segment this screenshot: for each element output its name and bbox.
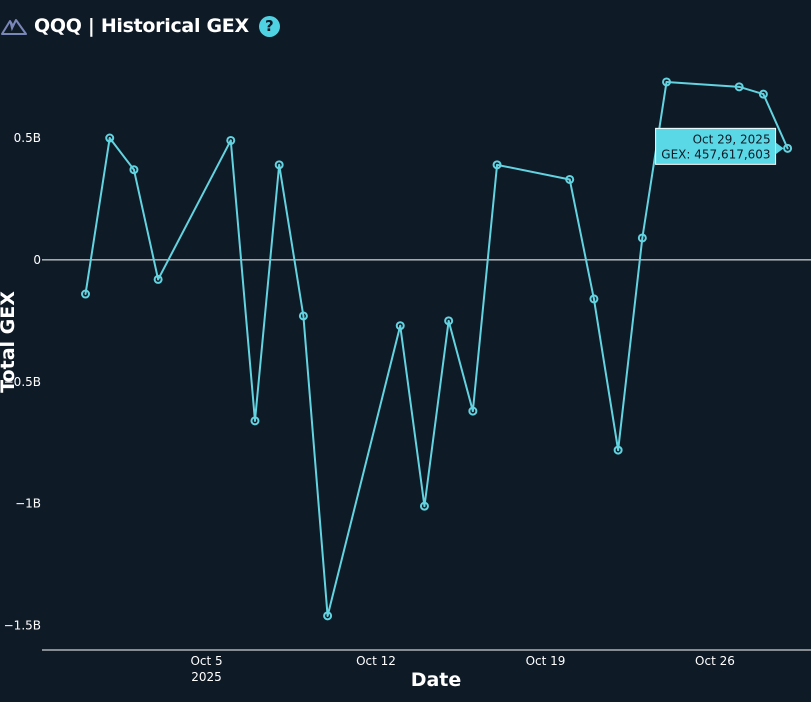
data-point[interactable]: [323, 611, 333, 621]
data-point[interactable]: [395, 321, 405, 331]
data-point-center: [496, 163, 499, 166]
data-point[interactable]: [662, 77, 672, 87]
data-point[interactable]: [637, 233, 647, 243]
data-point-center: [423, 505, 426, 508]
data-point-center: [447, 319, 450, 322]
data-point[interactable]: [226, 135, 236, 145]
data-point-center: [738, 85, 741, 88]
data-point-center: [253, 419, 256, 422]
data-point[interactable]: [468, 406, 478, 416]
data-point-center: [278, 163, 281, 166]
y-axis-title: Total GEX: [0, 291, 19, 393]
x-axis-title: Date: [411, 669, 462, 691]
tooltip-date: Oct 29, 2025: [693, 132, 771, 146]
data-point-center: [786, 147, 789, 150]
data-point-center: [302, 314, 305, 317]
data-point[interactable]: [783, 143, 793, 153]
y-tick-label: 0: [33, 253, 41, 267]
page-header: QQQ | Historical GEX ?: [0, 10, 280, 42]
x-tick-label: Oct 12: [356, 654, 396, 668]
data-point[interactable]: [129, 165, 139, 175]
y-tick-label: −1.5B: [4, 619, 41, 633]
x-tick-year-label: 2025: [191, 670, 222, 684]
x-tick-label: Oct 26: [695, 654, 735, 668]
data-point[interactable]: [565, 174, 575, 184]
data-point-center: [592, 297, 595, 300]
question-circle-icon[interactable]: ?: [258, 15, 280, 37]
data-point-center: [326, 614, 329, 617]
data-point-center: [568, 178, 571, 181]
data-point[interactable]: [153, 274, 163, 284]
data-point-center: [84, 293, 87, 296]
data-point-center: [617, 449, 620, 452]
data-point[interactable]: [444, 316, 454, 326]
page-title: QQQ | Historical GEX: [34, 15, 249, 37]
y-tick-label: −0.5B: [4, 375, 41, 389]
data-point-center: [108, 137, 111, 140]
data-point-center: [641, 236, 644, 239]
series-line: [84, 80, 789, 617]
data-point-center: [399, 324, 402, 327]
data-point[interactable]: [81, 289, 90, 299]
data-point[interactable]: [250, 416, 260, 426]
data-point-center: [471, 410, 474, 413]
data-point[interactable]: [492, 160, 502, 170]
tooltip-value: GEX: 457,617,603: [661, 147, 770, 161]
data-point[interactable]: [613, 445, 623, 455]
tooltip-box: [655, 127, 777, 165]
y-tick-label: −1B: [15, 497, 41, 511]
data-point[interactable]: [734, 82, 744, 92]
x-tick-label: Oct 5: [190, 654, 222, 668]
data-point-center: [157, 278, 160, 281]
data-point[interactable]: [419, 501, 429, 511]
mountain-logo-icon: [1, 19, 27, 35]
data-point[interactable]: [589, 294, 599, 304]
data-point-center: [229, 139, 232, 142]
data-point-center: [132, 168, 135, 171]
x-tick-label: Oct 19: [526, 654, 566, 668]
data-point[interactable]: [758, 89, 768, 99]
data-point[interactable]: [105, 133, 115, 143]
data-point[interactable]: [298, 311, 308, 321]
data-point-center: [762, 93, 765, 96]
y-tick-label: 0.5B: [14, 131, 41, 145]
tooltip-pointer: [775, 142, 784, 155]
data-point-center: [665, 80, 668, 83]
data-point[interactable]: [274, 160, 284, 170]
